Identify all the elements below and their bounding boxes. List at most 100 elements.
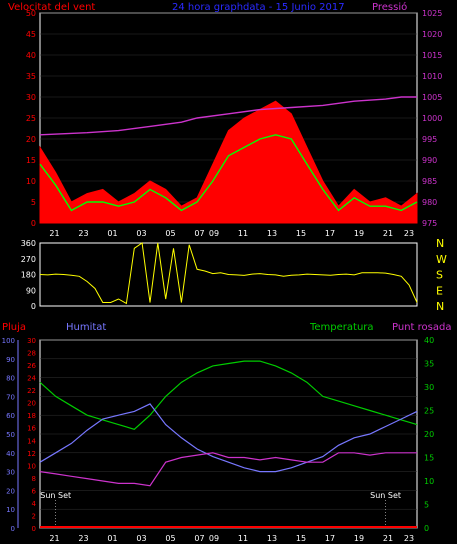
humidity-tick-label: 30 [6, 469, 15, 477]
chart-title: 24 hora graphdata - 15 Junio 2017 [172, 2, 345, 13]
dewpoint-label: Punt rosada [392, 322, 451, 333]
wind-tick-label: 10 [26, 177, 36, 186]
temperature-tick-label: 15 [424, 454, 434, 463]
compass-label: W [436, 253, 447, 266]
rain-tick-label: 6 [32, 487, 37, 495]
humidity-tick-label: 0 [11, 525, 15, 533]
rain-tick-label: 16 [27, 425, 36, 433]
sunset-label: Sun Set [40, 491, 71, 500]
direction-ticks: 0 90 180 270 360 [21, 239, 36, 311]
pressure-tick-label: 1000 [422, 114, 442, 123]
x-tick-label: 11 [238, 229, 248, 238]
x-tick-label: 07 [194, 229, 204, 238]
pressure-ticks: 975 980 985 990 995 1000 1005 1010 1015 1020 1025 [422, 9, 442, 228]
temperature-tick-label: 35 [424, 360, 434, 369]
x-tick-label: 05 [165, 229, 175, 238]
x-tick-label: 15 [296, 534, 306, 543]
x-tick-label: 05 [165, 534, 175, 543]
humidity-ticks: 0 10 20 30 40 50 60 70 80 90 100 [2, 337, 15, 533]
humidity-tick-label: 10 [6, 506, 15, 514]
wind-ticks: 0 5 10 15 20 25 30 35 40 45 50 [26, 9, 36, 228]
x-tick-label: 23 [78, 534, 88, 543]
x-tick-label: 21 [383, 534, 393, 543]
x-tick-label: 23 [78, 229, 88, 238]
pressure-tick-label: 990 [422, 156, 437, 165]
rain-tick-label: 14 [27, 437, 36, 445]
x-tick-label: 23 [404, 534, 414, 543]
compass-label: E [436, 284, 443, 297]
wind-tick-label: 25 [26, 114, 36, 123]
x-tick-label: 19 [354, 534, 364, 543]
x-tick-label: 11 [238, 534, 248, 543]
rain-tick-label: 18 [27, 412, 36, 420]
direction-series [39, 242, 418, 305]
x-tick-label: 03 [136, 229, 146, 238]
annotations: Sun Set Sun Set [40, 491, 401, 526]
wind-tick-label: 30 [26, 93, 36, 102]
x-tick-label: 01 [107, 229, 117, 238]
temperature-tick-label: 25 [424, 407, 434, 416]
compass-label: N [436, 300, 444, 313]
rain-tick-label: 12 [27, 450, 36, 458]
series [39, 242, 418, 305]
humidity-tick-label: 100 [2, 337, 15, 345]
rain-label: Pluja [2, 322, 26, 333]
x-tick-label: 23 [404, 229, 414, 238]
x-tick-label: 19 [354, 229, 364, 238]
pressure-series [39, 96, 417, 136]
wind-tick-label: 40 [26, 51, 36, 60]
temperature-label: Temperatura [309, 322, 374, 333]
grid [40, 339, 417, 529]
temperature-tick-label: 40 [424, 336, 434, 345]
direction-tick-label: 90 [26, 286, 36, 295]
humidity-tick-label: 80 [6, 375, 15, 383]
rain-tick-label: 28 [27, 350, 36, 358]
humidity-tick-label: 60 [6, 412, 15, 420]
wind-axis-label: Velocitat del vent [8, 2, 95, 13]
x-tick-label: 21 [49, 534, 59, 543]
wind-tick-label: 5 [31, 198, 36, 207]
rain-tick-label: 4 [32, 500, 37, 508]
rain-tick-label: 2 [32, 512, 36, 520]
pressure-axis-label: Pressió [372, 1, 407, 13]
wind-series [39, 134, 418, 212]
temperature-tick-label: 20 [424, 430, 434, 439]
series [39, 96, 418, 224]
x-tick-label: 09 [209, 229, 219, 238]
humidity-tick-label: 40 [6, 450, 15, 458]
rain-tick-label: 22 [27, 387, 36, 395]
rain-tick-label: 10 [27, 462, 36, 470]
compass-label: N [436, 237, 444, 250]
temperature-series [39, 360, 418, 430]
humidity-series [39, 403, 418, 473]
x-tick-label: 15 [296, 229, 306, 238]
temperature-tick-label: 5 [424, 501, 429, 510]
wind-tick-label: 50 [26, 9, 36, 18]
sunset-label: Sun Set [370, 491, 401, 500]
direction-tick-label: 180 [21, 271, 36, 280]
temperature-tick-label: 0 [424, 524, 429, 533]
wind-tick-label: 45 [26, 30, 36, 39]
x-tick-label: 13 [267, 534, 277, 543]
wind-tick-label: 15 [26, 156, 36, 165]
pressure-tick-label: 995 [422, 135, 437, 144]
dewpoint-series [39, 452, 417, 487]
rain-tick-label: 26 [27, 362, 36, 370]
humidity-tick-label: 20 [6, 487, 15, 495]
direction-tick-label: 270 [21, 255, 36, 264]
wind-pressure-panel: Velocitat del vent 24 hora graphdata - 1… [8, 1, 442, 238]
x-tick-label: 21 [49, 229, 59, 238]
x-tick-label: 07 [194, 534, 204, 543]
pressure-tick-label: 1010 [422, 72, 442, 81]
rain-tick-label: 8 [32, 475, 36, 483]
humidity-tick-label: 70 [6, 393, 15, 401]
direction-tick-label: 360 [21, 239, 36, 248]
pressure-tick-label: 1020 [422, 30, 442, 39]
pressure-tick-label: 975 [422, 219, 437, 228]
x-tick-label: 03 [136, 534, 146, 543]
wind-tick-label: 35 [26, 72, 36, 81]
x-tick-label: 13 [267, 229, 277, 238]
